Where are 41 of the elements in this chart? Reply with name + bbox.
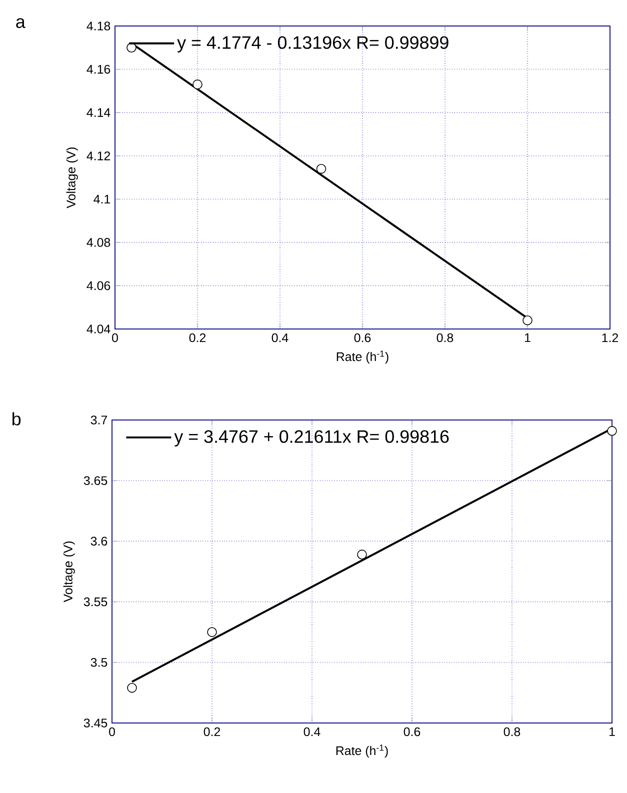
y-tick-label: 3.65 (84, 476, 108, 486)
y-tick-label: 4.1 (94, 194, 110, 204)
point (127, 682, 137, 693)
x-tick-label: 0.2 (189, 333, 206, 342)
y-tick-label: 4.12 (86, 152, 110, 160)
x-tick-label: 0 (112, 333, 118, 342)
legend-label: y = 3.4767 + 0.21611x R= 0.99816 (174, 430, 449, 446)
text: a (16, 18, 26, 28)
x-tick-label: 0.2 (204, 727, 220, 736)
x-tick-label: 1.2 (602, 333, 618, 342)
point (316, 164, 326, 174)
x-axis-title: Rate (h$^{-1}$) (336, 350, 388, 364)
point (207, 627, 217, 637)
y-tick-label: 4.08 (86, 238, 110, 247)
point (357, 550, 367, 560)
x-axis-title: Rate (h$^{-1}$) (336, 744, 388, 758)
x-tick-label: 0.8 (504, 727, 520, 736)
x-tick-label: 1 (524, 333, 530, 342)
y-axis-title: Voltage (V) (66, 147, 78, 208)
y-tick-label: 3.6 (90, 536, 108, 546)
legend-label: y = 4.1774 - 0.13196x R= 0.99899 (177, 36, 448, 52)
y-tick-label: 3.45 (84, 718, 108, 728)
y-tick-label: 4.18 (86, 22, 110, 30)
y-tick-label: 4.04 (86, 324, 110, 334)
y-axis-title: Voltage (V) (63, 541, 75, 602)
y-tick-label: 3.7 (90, 416, 108, 424)
text: b (12, 412, 21, 426)
y-tick-label: 4.16 (86, 64, 110, 74)
y-tick-label: 3.55 (84, 597, 108, 606)
y-tick-label: 4.14 (86, 108, 110, 117)
y-tick-label: 3.5 (90, 658, 108, 667)
x-tick-label: 0 (109, 727, 115, 736)
y-tick-label: 4.06 (86, 281, 110, 290)
x-tick-label: 0.4 (304, 727, 320, 736)
x-tick-label: 1 (609, 727, 615, 736)
x-tick-label: 0.4 (272, 333, 288, 342)
x-tick-label: 0.6 (404, 727, 420, 736)
x-tick-label: 0.8 (436, 333, 454, 342)
x-tick-label: 0.6 (354, 333, 371, 342)
point (192, 80, 202, 90)
point (522, 315, 532, 326)
